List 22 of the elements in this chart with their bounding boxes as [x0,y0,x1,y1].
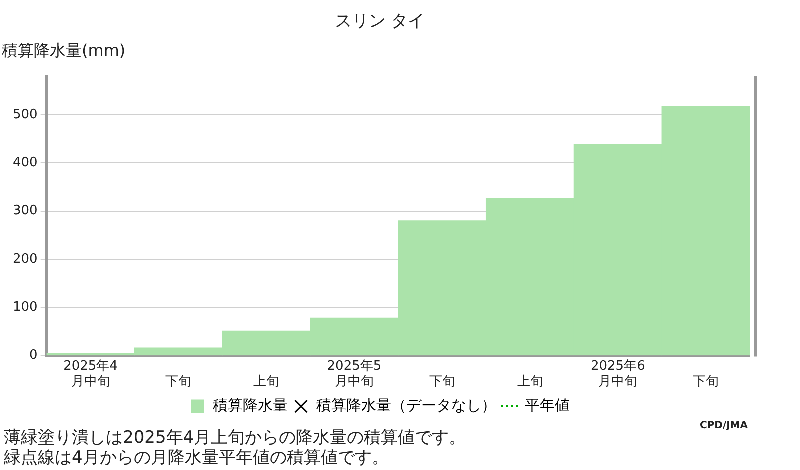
y-tick-label: 100 [12,300,38,316]
x-tick-label: 下旬 [429,374,456,390]
chart-title: スリン タイ [334,12,426,32]
y-axis-title: 積算降水量(mm) [2,41,126,60]
x-tick-label: 2025年5月中旬 [327,358,382,390]
x-tick-label: 2025年4月中旬 [64,358,118,390]
y-tick-label: 300 [12,204,38,219]
legend-label: 積算降水量（データなし） [316,396,496,414]
y-tick-label: 400 [12,155,38,170]
legend-label: 平年値 [524,396,570,414]
y-tick-label: 200 [12,252,38,267]
x-tick-label: 上旬 [517,374,544,390]
text: 緑点線は4月からの月降水量平年値の積算値です。 [3,448,389,468]
text: 薄緑塗り潰しは2025年4月上旬からの降水量の積算値です。 [4,428,466,448]
x-tick-label: 上旬 [254,374,280,390]
x-tick-label: 下旬 [166,374,192,390]
y-tick-label: 500 [12,107,38,122]
x-tick-label: 2025年6月中旬 [590,358,646,390]
legend-label: 積算降水量 [212,396,288,414]
y-tick-label: 0 [30,348,38,364]
x-tick-label: 下旬 [693,374,720,390]
text: CPD/JMA [700,420,748,432]
